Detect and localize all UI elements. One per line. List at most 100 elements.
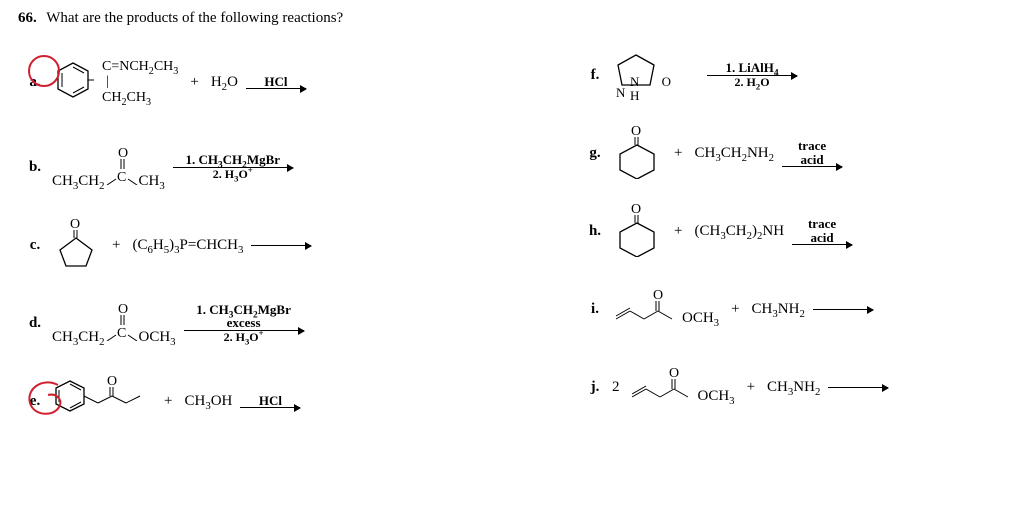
t: acid [800, 152, 823, 167]
text: CH [154, 59, 173, 74]
label-j: j. [578, 379, 612, 396]
plus-icon: + [670, 223, 686, 240]
text: O [227, 74, 238, 90]
svg-text:O: O [669, 366, 679, 381]
chem-i: O OCH3 + CH3NH2 [612, 285, 873, 334]
t: H [153, 237, 164, 253]
chem-d: CH3CH2 O C OCH3 1. CH3CH2MgBr [52, 301, 304, 346]
label-b: b. [18, 159, 52, 176]
s: 3 [159, 180, 164, 192]
label-f: f. [578, 67, 612, 84]
left-column: a. C=NCH2CH3 [18, 33, 558, 443]
ethylamine: CH3CH2NH2 [694, 145, 774, 162]
ylide: (C6H5)3P=CHCH3 [132, 237, 243, 254]
page: 66. What are the products of the followi… [0, 0, 1024, 507]
svg-text:O: O [70, 217, 80, 232]
t: CH [78, 173, 99, 189]
imine-fragment: C=NCH2CH3 | CH2CH3 [102, 59, 178, 105]
phenyl-ketone-icon: O [52, 371, 152, 432]
label-d: d. [18, 315, 52, 332]
t: P=CHCH [180, 237, 238, 253]
arrow-icon [251, 245, 311, 246]
t: 1. CH [185, 152, 218, 167]
item-h: h. O + (CH3CH2)2NH trace acid [578, 195, 1006, 267]
carbonyl-icon: O C [105, 301, 139, 346]
t: MgBr [258, 302, 291, 317]
item-d: d. CH3CH2 O C OCH3 [18, 287, 558, 359]
label-e: e. [18, 393, 52, 410]
text: C=NCH [102, 59, 149, 74]
arrow-over: HCl [264, 75, 287, 89]
t: 1. CH [196, 302, 229, 317]
svg-text:C: C [117, 326, 126, 341]
item-i: i. O OCH3 + CH3NH2 [578, 273, 1006, 345]
chem-j: 2 O OCH3 + CH3NH2 [612, 363, 888, 412]
och3: OCH3 [698, 388, 735, 405]
label-c: c. [18, 237, 52, 254]
och3: OCH3 [682, 310, 719, 327]
item-e: e. O + [18, 365, 558, 437]
lactam-labels: N O H [630, 75, 671, 104]
t: CH [694, 145, 715, 161]
water: H2O [211, 74, 238, 91]
coeff: 2 [612, 379, 620, 396]
chem-h: O + (CH3CH2)2NH trace acid [612, 201, 852, 262]
s: 3 [238, 244, 243, 256]
t: NH [793, 379, 815, 395]
arrow-icon: HCl [246, 75, 306, 90]
t: CH [767, 379, 788, 395]
excess: excess [227, 315, 261, 330]
cyclohexanone-icon: O [612, 123, 662, 184]
svg-text:C: C [117, 170, 126, 185]
chem-b: CH3CH2 O C CH3 1. CH3CH2MgBr [52, 145, 293, 190]
arrow-icon [828, 387, 888, 388]
arrow-icon: trace acid [782, 139, 842, 167]
svg-text:O: O [631, 202, 641, 217]
item-c: c. O + (C6H5)3P=CHCH3 [18, 209, 558, 281]
methylamine: CH3NH2 [752, 301, 805, 318]
t: CH [726, 223, 747, 239]
chem-f: N N O H [612, 47, 797, 104]
plus-icon: + [160, 393, 176, 410]
arrow-icon [813, 309, 873, 310]
item-f: f. N [578, 39, 1006, 111]
chem-c: O + (C6H5)3P=CHCH3 [52, 216, 311, 275]
t: OCH [682, 310, 714, 326]
svg-text:O: O [118, 302, 128, 317]
arrow-icon: 1. LiAlH4 2. H2O [707, 61, 797, 88]
t: (CH [694, 223, 720, 239]
bond-line: | [102, 74, 109, 89]
t: CH [139, 173, 160, 189]
sub: 3 [146, 96, 151, 107]
ketone-b: CH3CH2 O C CH3 [52, 145, 165, 190]
svg-text:O: O [118, 146, 128, 161]
methylamine: CH3NH2 [767, 379, 820, 396]
carbonyl-icon: O C [105, 145, 139, 190]
plus-icon: + [670, 145, 686, 162]
t: NH [778, 301, 800, 317]
diethylamine: (CH3CH2)2NH [694, 223, 784, 240]
t: 2. H [735, 75, 756, 89]
label-a: a. [18, 74, 52, 91]
question-text: What are the products of the following r… [46, 10, 343, 26]
t: OCH [698, 388, 730, 404]
item-b: b. CH3CH2 O C CH3 [18, 131, 558, 203]
ester-d: CH3CH2 O C OCH3 [52, 301, 176, 346]
item-j: j. 2 O OCH3 + [578, 351, 1006, 423]
label-i: i. [578, 301, 612, 318]
t: CH [721, 145, 742, 161]
columns: a. C=NCH2CH3 [18, 33, 1006, 443]
t: OH [211, 393, 233, 409]
t: CH [184, 393, 205, 409]
svg-text:N: N [616, 85, 626, 99]
chem-a: C=NCH2CH3 | CH2CH3 + H2O HCl [52, 59, 306, 106]
cyclopentanone-icon: O [52, 216, 100, 275]
t: 2. H [224, 330, 245, 344]
arrow-icon: 1. CH3CH2MgBr 2. H3O+ [173, 153, 293, 180]
sub: 3 [173, 66, 178, 77]
t: 1. LiAlH [725, 60, 773, 75]
label-h: h. [578, 223, 612, 240]
item-a: a. C=NCH2CH3 [18, 39, 558, 125]
arrow-over: HCl [259, 394, 282, 408]
s: 3 [729, 395, 734, 407]
